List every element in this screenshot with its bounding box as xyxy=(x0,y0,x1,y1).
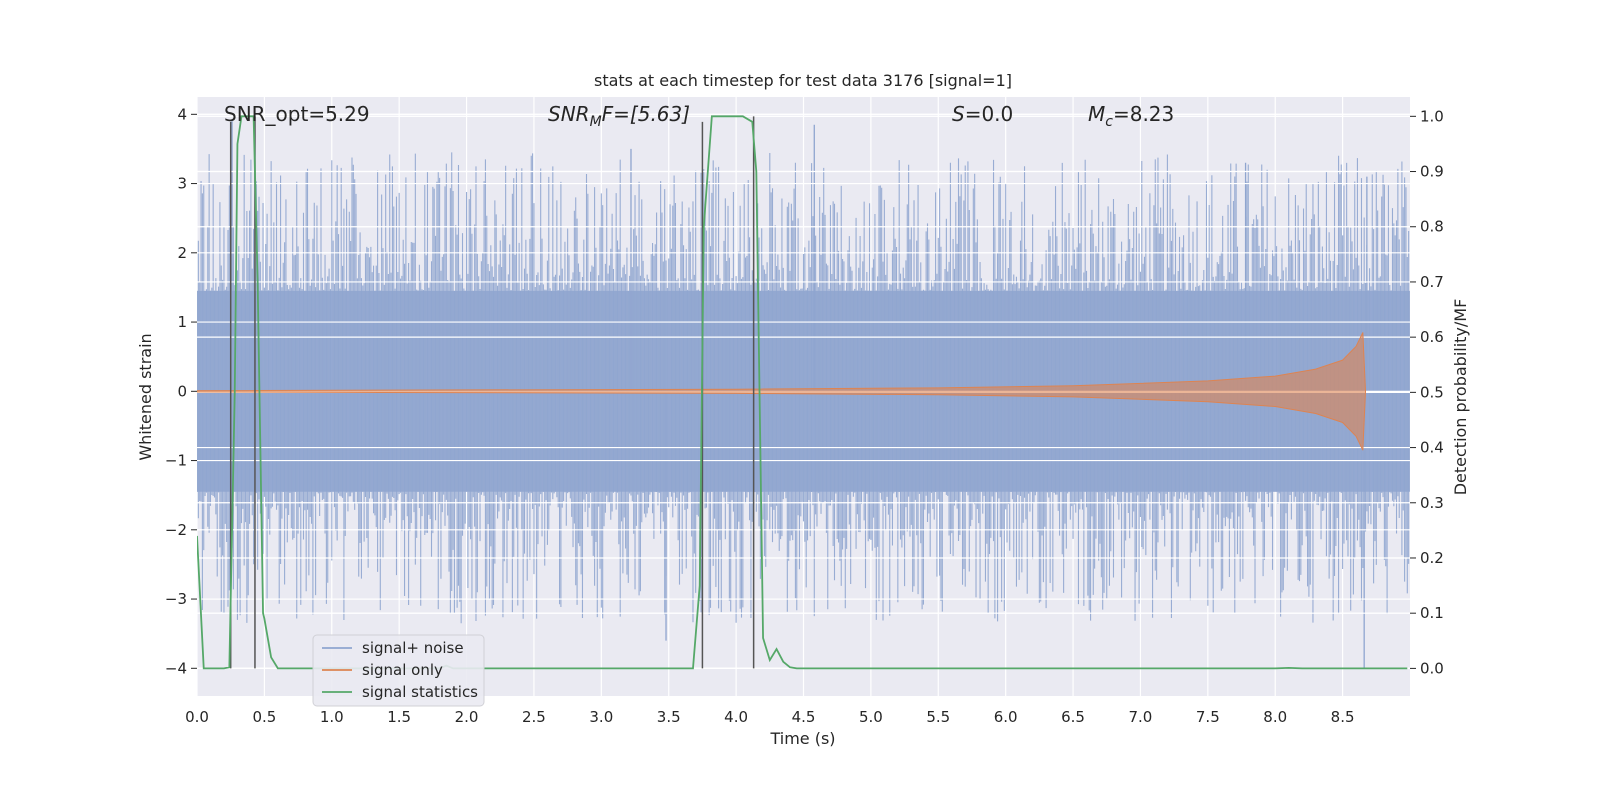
x-tick-label: 2.5 xyxy=(522,708,546,726)
y-tick-label: 0 xyxy=(177,382,187,400)
y2-tick-label: 0.5 xyxy=(1420,383,1444,401)
legend-label-signal-noise: signal+ noise xyxy=(362,639,464,657)
y2-tick-label: 0.2 xyxy=(1420,549,1444,567)
x-tick-label: 1.5 xyxy=(387,708,411,726)
legend: signal+ noise signal only signal statist… xyxy=(312,634,485,707)
x-tick-label: 0.0 xyxy=(185,708,209,726)
y-tick-label: 1 xyxy=(177,313,187,331)
y-tick-label: −4 xyxy=(165,659,187,677)
y-axis-left: 4 3 2 1 0 −1 −2 −3 −4 xyxy=(165,105,197,677)
y-tick-label: 4 xyxy=(177,105,187,123)
x-tick-label: 3.0 xyxy=(589,708,613,726)
x-tick-label: 0.5 xyxy=(252,708,276,726)
x-tick-label: 7.0 xyxy=(1129,708,1153,726)
y2-tick-label: 0.9 xyxy=(1420,163,1444,181)
x-tick-label: 7.5 xyxy=(1196,708,1220,726)
legend-label-signal-only: signal only xyxy=(362,661,443,679)
y2-tick-label: 0.7 xyxy=(1420,273,1444,291)
legend-label-signal-statistics: signal statistics xyxy=(362,683,478,701)
y-axis-label: Whitened strain xyxy=(136,333,155,460)
annotations: SNR_opt=5.29 SNRMF=[5.63] S=0.0 Mc=8.23 xyxy=(224,102,1174,130)
annotation-snr-mf: SNRMF=[5.63] xyxy=(548,102,690,130)
x-tick-label: 4.0 xyxy=(724,708,748,726)
series-signal-noise xyxy=(197,114,1410,669)
y2-tick-label: 1.0 xyxy=(1420,107,1444,125)
x-tick-label: 3.5 xyxy=(657,708,681,726)
x-tick-label: 5.5 xyxy=(926,708,950,726)
y-axis-right: 1.0 0.9 0.8 0.7 0.6 0.5 0.4 0.3 0.2 0.1 0.0 xyxy=(1410,107,1444,677)
y-tick-label: 2 xyxy=(177,244,187,262)
x-axis: 0.0 0.5 1.0 1.5 2.0 2.5 3.0 3.5 4.0 4.5 5.0 5.5 6.0 6… xyxy=(185,708,1354,726)
x-tick-label: 6.0 xyxy=(994,708,1018,726)
y-tick-label: −3 xyxy=(165,590,187,608)
y2-tick-label: 0.1 xyxy=(1420,604,1444,622)
x-tick-label: 4.5 xyxy=(792,708,816,726)
x-tick-label: 5.0 xyxy=(859,708,883,726)
series-group xyxy=(197,113,1410,670)
x-tick-label: 6.5 xyxy=(1061,708,1085,726)
y-tick-label: −2 xyxy=(165,521,187,539)
x-tick-label: 8.5 xyxy=(1331,708,1355,726)
y2-tick-label: 0.8 xyxy=(1420,218,1444,236)
series-signal-only xyxy=(197,332,1367,451)
x-tick-label: 1.0 xyxy=(320,708,344,726)
legend-box xyxy=(312,634,485,707)
y2-axis-label: Detection probability/MF xyxy=(1451,299,1470,496)
y-tick-label: −1 xyxy=(165,452,187,470)
y2-tick-label: 0.3 xyxy=(1420,494,1444,512)
chart-title: stats at each timestep for test data 317… xyxy=(594,71,1012,90)
x-tick-label: 2.0 xyxy=(455,708,479,726)
annotation-mc: Mc=8.23 xyxy=(1088,102,1174,130)
y2-tick-label: 0.6 xyxy=(1420,328,1444,346)
y-tick-label: 3 xyxy=(177,175,187,193)
x-axis-label: Time (s) xyxy=(769,729,835,748)
annotation-s: S=0.0 xyxy=(952,102,1013,126)
y2-tick-label: 0.0 xyxy=(1420,659,1444,677)
x-tick-label: 8.0 xyxy=(1263,708,1287,726)
annotation-snr-opt: SNR_opt=5.29 xyxy=(224,102,370,126)
y2-tick-label: 0.4 xyxy=(1420,439,1444,457)
